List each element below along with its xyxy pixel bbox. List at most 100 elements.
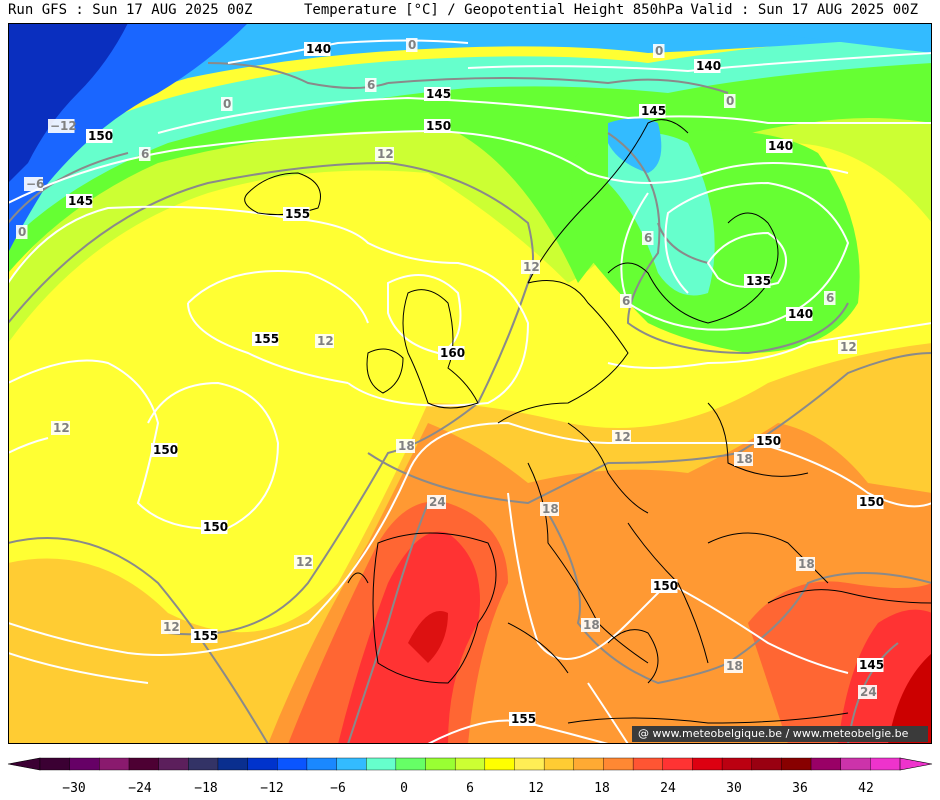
legend-swatch-3 — [128, 757, 160, 771]
legend-swatch-27 — [840, 757, 871, 771]
legend-tick-10: 30 — [726, 781, 742, 796]
svg-text:−6: −6 — [26, 177, 44, 191]
svg-text:0: 0 — [223, 97, 231, 111]
legend-tick-4: −6 — [330, 781, 346, 796]
svg-text:140: 140 — [788, 307, 813, 321]
isotherm-label-13: 6 — [824, 291, 836, 305]
svg-text:18: 18 — [798, 557, 815, 571]
svg-text:12: 12 — [377, 147, 394, 161]
legend-tick-7: 12 — [528, 781, 544, 796]
legend-swatch-23 — [721, 757, 753, 771]
legend-swatch-28 — [870, 757, 901, 771]
legend-swatch-8 — [277, 757, 308, 771]
legend-swatch-17 — [543, 757, 575, 771]
isotherm-label-21: 18 — [540, 502, 559, 516]
legend-swatch-21 — [662, 757, 693, 771]
isotherm-contours — [8, 62, 932, 744]
chart-header: Run GFS : Sun 17 AUG 2025 00Z Temperatur… — [0, 0, 940, 22]
legend-swatch-22 — [692, 757, 723, 771]
isotherm-label-6: −12 — [48, 119, 77, 133]
isotherm-label-20: 24 — [427, 495, 446, 509]
isotherm-label-8: 0 — [16, 225, 28, 239]
isotherm-label-22: 12 — [294, 555, 313, 569]
legend-arrow-right — [899, 757, 933, 771]
svg-text:0: 0 — [726, 94, 734, 108]
legend-tick-9: 24 — [660, 781, 676, 796]
svg-text:24: 24 — [429, 495, 446, 509]
legend-tick-1: −24 — [128, 781, 152, 796]
svg-text:12: 12 — [317, 334, 334, 348]
isotherm-label-0: 0 — [406, 38, 418, 52]
svg-text:135: 135 — [746, 274, 771, 288]
svg-text:6: 6 — [141, 147, 149, 161]
legend-tick-2: −18 — [194, 781, 217, 796]
legend-tick-6: 6 — [466, 781, 474, 796]
svg-text:18: 18 — [542, 502, 559, 516]
isotherm-label-18: 12 — [612, 430, 631, 444]
svg-text:12: 12 — [614, 430, 631, 444]
legend-swatch-2 — [99, 757, 130, 771]
svg-text:0: 0 — [408, 38, 416, 52]
legend-swatch-24 — [751, 757, 782, 771]
isotherm-label-15: 12 — [838, 340, 857, 354]
svg-text:140: 140 — [768, 139, 793, 153]
credit-banner: @ www.meteobelgique.be / www.meteobelgie… — [632, 726, 928, 742]
svg-text:0: 0 — [655, 44, 663, 58]
isohypse-label-17: 150 — [651, 579, 678, 593]
valid-time-label: Valid : Sun 17 AUG 2025 00Z — [690, 2, 918, 18]
isotherm-labels: 0 0 0 0 6 6 −12 −6 0 12 12 6 6 6 12 12 12 18 12 18 24 18 12 18 1… — [16, 38, 877, 699]
isotherm-label-27: 24 — [858, 685, 877, 699]
coastlines — [244, 119, 932, 724]
svg-text:18: 18 — [736, 452, 753, 466]
map-title: Temperature [°C] / Geopotential Height 8… — [304, 2, 684, 18]
legend-swatch-26 — [810, 757, 842, 771]
temperature-legend: −30 −24 −18 −12 −6 0 6 12 18 24 30 36 42 — [7, 757, 933, 796]
legend-swatch-7 — [247, 757, 278, 771]
svg-text:12: 12 — [53, 421, 70, 435]
isotherm-label-24: 12 — [161, 620, 180, 634]
isohypse-label-10: 140 — [786, 307, 813, 321]
svg-text:145: 145 — [859, 658, 884, 672]
isohypse-label-19: 145 — [857, 658, 884, 672]
svg-text:−12: −12 — [50, 119, 77, 133]
legend-tick-8: 18 — [594, 781, 610, 796]
svg-text:155: 155 — [193, 629, 218, 643]
svg-text:6: 6 — [622, 294, 630, 308]
weather-map: 140 140 145 145 150 150 140 145 155 135 140 155 160 1… — [8, 23, 932, 744]
svg-text:150: 150 — [153, 443, 178, 457]
isotherm-label-25: 18 — [581, 618, 600, 632]
isohypse-label-4: 150 — [424, 119, 451, 133]
legend-swatch-19 — [603, 757, 634, 771]
legend-swatch-20 — [632, 757, 664, 771]
isohypse-label-7: 145 — [66, 194, 93, 208]
svg-text:12: 12 — [163, 620, 180, 634]
legend-color-bar — [7, 757, 933, 771]
isotherm-label-10: 12 — [521, 260, 540, 274]
isohypse-label-2: 145 — [424, 87, 451, 101]
legend-swatch-1 — [69, 757, 100, 771]
svg-text:6: 6 — [367, 78, 375, 92]
isotherm-label-1: 0 — [653, 44, 665, 58]
isotherm-label-4: 6 — [365, 78, 377, 92]
temperature-field-dark-red-iberia — [408, 611, 448, 663]
isohypse-label-13: 150 — [151, 443, 178, 457]
svg-text:12: 12 — [296, 555, 313, 569]
temperature-field-light-blue-north — [758, 23, 932, 53]
svg-text:150: 150 — [859, 495, 884, 509]
isotherm-label-11: 6 — [642, 231, 654, 245]
svg-text:12: 12 — [840, 340, 857, 354]
isohypse-contours — [8, 39, 932, 744]
legend-swatch-15 — [484, 757, 515, 771]
svg-text:150: 150 — [653, 579, 678, 593]
isotherm-label-23: 18 — [796, 557, 815, 571]
legend-swatch-13 — [425, 757, 456, 771]
legend-tick-5: 0 — [400, 781, 408, 796]
svg-text:140: 140 — [306, 42, 331, 56]
isotherm-label-26: 18 — [724, 659, 743, 673]
isotherm-label-17: 18 — [396, 439, 415, 453]
legend-swatch-14 — [454, 757, 486, 771]
isotherm-label-16: 12 — [51, 421, 70, 435]
isotherm-label-14: 12 — [315, 334, 334, 348]
legend-tick-11: 36 — [792, 781, 808, 796]
isohypse-labels: 140 140 145 145 150 150 140 145 155 135 140 155 160 1… — [66, 42, 884, 726]
